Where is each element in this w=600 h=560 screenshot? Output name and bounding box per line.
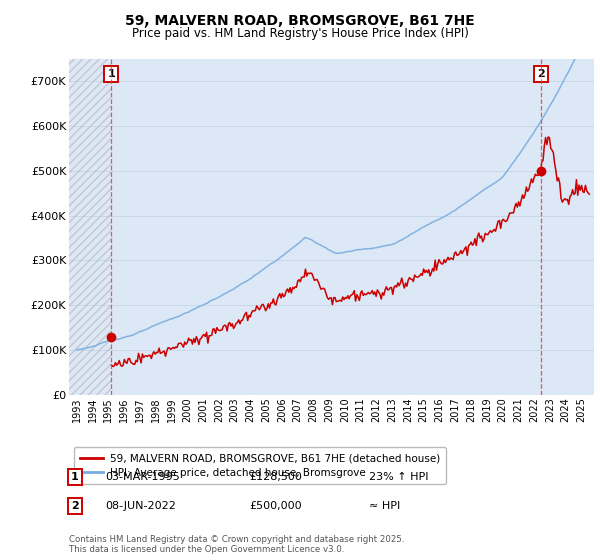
Text: £500,000: £500,000: [249, 501, 302, 511]
Text: Price paid vs. HM Land Registry's House Price Index (HPI): Price paid vs. HM Land Registry's House …: [131, 26, 469, 40]
Bar: [69, 59, 111, 395]
Text: ≈ HPI: ≈ HPI: [369, 501, 400, 511]
Text: £128,500: £128,500: [249, 472, 302, 482]
Text: 59, MALVERN ROAD, BROMSGROVE, B61 7HE: 59, MALVERN ROAD, BROMSGROVE, B61 7HE: [125, 14, 475, 28]
Text: 2: 2: [537, 69, 545, 79]
Legend: 59, MALVERN ROAD, BROMSGROVE, B61 7HE (detached house), HPI: Average price, deta: 59, MALVERN ROAD, BROMSGROVE, B61 7HE (d…: [74, 447, 446, 484]
Text: 1: 1: [107, 69, 115, 79]
Text: 03-MAR-1995: 03-MAR-1995: [105, 472, 180, 482]
Text: 1: 1: [71, 472, 79, 482]
Text: 08-JUN-2022: 08-JUN-2022: [105, 501, 176, 511]
Text: 23% ↑ HPI: 23% ↑ HPI: [369, 472, 428, 482]
Text: 2: 2: [71, 501, 79, 511]
Text: Contains HM Land Registry data © Crown copyright and database right 2025.
This d: Contains HM Land Registry data © Crown c…: [69, 535, 404, 554]
